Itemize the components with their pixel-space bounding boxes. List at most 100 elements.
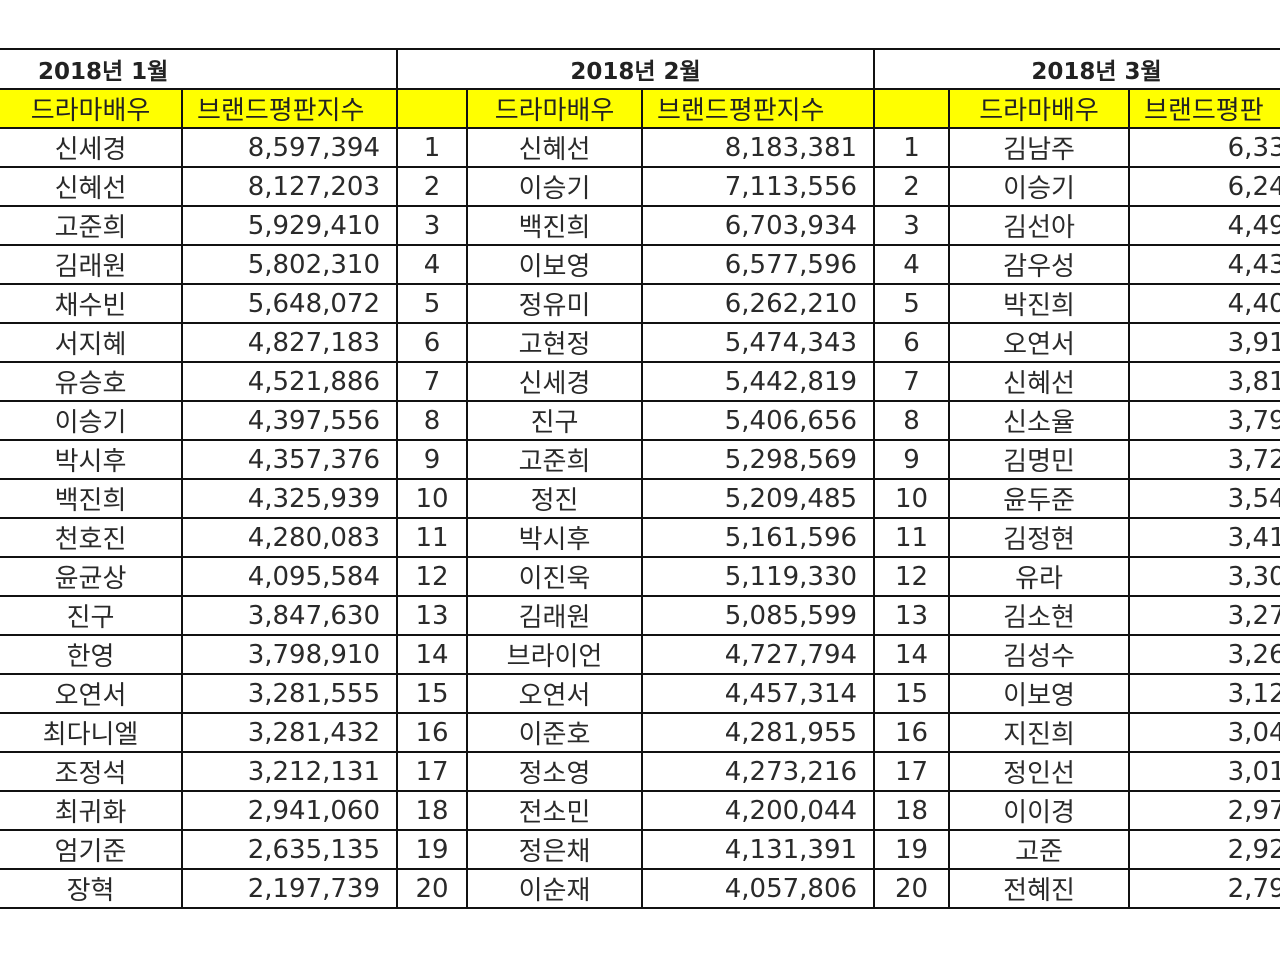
mar-name-cell: 김명민 [948, 439, 1131, 480]
header-index-feb: 브랜드평판지수 [641, 88, 876, 129]
feb-name-cell: 신세경 [466, 361, 644, 402]
jan-name-cell: 진구 [0, 595, 183, 636]
feb-name-cell: 이준호 [466, 712, 644, 753]
jan-name-cell: 장혁 [0, 868, 183, 909]
jan-value-cell: 3,798,910 [180, 634, 399, 675]
header-rank-feb [396, 88, 469, 129]
feb-value-cell: 6,577,596 [641, 244, 876, 285]
mar-name-cell: 이승기 [948, 166, 1131, 207]
mar-value-cell: 4,495 [1128, 205, 1280, 246]
mar-name-cell: 고준 [948, 829, 1131, 870]
feb-rank-cell: 2 [396, 166, 469, 207]
jan-name-cell: 신혜선 [0, 166, 183, 207]
jan-value-cell: 4,397,556 [180, 400, 399, 441]
month-label-feb: 2018년 2월 [396, 48, 876, 90]
feb-rank-cell: 10 [396, 478, 469, 519]
feb-rank-cell: 18 [396, 790, 469, 831]
feb-rank-cell: 11 [396, 517, 469, 558]
mar-value-cell: 3,304 [1128, 556, 1280, 597]
feb-value-cell: 4,273,216 [641, 751, 876, 792]
feb-value-cell: 4,131,391 [641, 829, 876, 870]
feb-value-cell: 7,113,556 [641, 166, 876, 207]
month-label-mar: 2018년 3월 [873, 48, 1280, 90]
jan-name-cell: 서지혜 [0, 322, 183, 363]
header-actor-jan: 드라마배우 [0, 88, 183, 129]
feb-name-cell: 이승기 [466, 166, 644, 207]
jan-name-cell: 조정석 [0, 751, 183, 792]
feb-rank-cell: 4 [396, 244, 469, 285]
mar-value-cell: 3,414 [1128, 517, 1280, 558]
mar-value-cell: 3,726 [1128, 439, 1280, 480]
jan-name-cell: 백진희 [0, 478, 183, 519]
header-actor-mar: 드라마배우 [948, 88, 1131, 129]
feb-value-cell: 4,727,794 [641, 634, 876, 675]
feb-rank-cell: 13 [396, 595, 469, 636]
mar-rank-cell: 14 [873, 634, 951, 675]
mar-value-cell: 3,812 [1128, 361, 1280, 402]
mar-rank-cell: 3 [873, 205, 951, 246]
feb-rank-cell: 7 [396, 361, 469, 402]
jan-name-cell: 신세경 [0, 127, 183, 168]
feb-value-cell: 5,085,599 [641, 595, 876, 636]
feb-name-cell: 정소영 [466, 751, 644, 792]
jan-name-cell: 엄기준 [0, 829, 183, 870]
feb-value-cell: 4,200,044 [641, 790, 876, 831]
mar-value-cell: 3,547 [1128, 478, 1280, 519]
feb-value-cell: 6,262,210 [641, 283, 876, 324]
feb-value-cell: 4,057,806 [641, 868, 876, 909]
feb-value-cell: 5,298,569 [641, 439, 876, 480]
feb-name-cell: 백진희 [466, 205, 644, 246]
feb-value-cell: 5,161,596 [641, 517, 876, 558]
feb-value-cell: 4,281,955 [641, 712, 876, 753]
feb-name-cell: 정유미 [466, 283, 644, 324]
feb-rank-cell: 12 [396, 556, 469, 597]
feb-rank-cell: 17 [396, 751, 469, 792]
mar-value-cell: 3,795 [1128, 400, 1280, 441]
feb-rank-cell: 9 [396, 439, 469, 480]
mar-rank-cell: 10 [873, 478, 951, 519]
feb-value-cell: 5,442,819 [641, 361, 876, 402]
mar-name-cell: 김정현 [948, 517, 1131, 558]
jan-value-cell: 4,280,083 [180, 517, 399, 558]
mar-name-cell: 정인선 [948, 751, 1131, 792]
mar-rank-cell: 7 [873, 361, 951, 402]
feb-name-cell: 정진 [466, 478, 644, 519]
feb-rank-cell: 1 [396, 127, 469, 168]
feb-rank-cell: 20 [396, 868, 469, 909]
brand-reputation-table: 2018년 1월 2018년 2월 2018년 3월 드라마배우 브랜드평판지수… [0, 48, 1280, 909]
jan-value-cell: 4,357,376 [180, 439, 399, 480]
mar-name-cell: 김남주 [948, 127, 1131, 168]
mar-value-cell: 6,336 [1128, 127, 1280, 168]
mar-value-cell: 6,241 [1128, 166, 1280, 207]
jan-value-cell: 4,095,584 [180, 556, 399, 597]
feb-rank-cell: 8 [396, 400, 469, 441]
mar-rank-cell: 15 [873, 673, 951, 714]
mar-rank-cell: 11 [873, 517, 951, 558]
header-index-mar: 브랜드평판 [1128, 88, 1280, 129]
mar-value-cell: 2,923 [1128, 829, 1280, 870]
mar-name-cell: 감우성 [948, 244, 1131, 285]
jan-name-cell: 윤균상 [0, 556, 183, 597]
feb-value-cell: 5,209,485 [641, 478, 876, 519]
jan-name-cell: 이승기 [0, 400, 183, 441]
mar-rank-cell: 6 [873, 322, 951, 363]
mar-name-cell: 김선아 [948, 205, 1131, 246]
mar-rank-cell: 13 [873, 595, 951, 636]
mar-rank-cell: 17 [873, 751, 951, 792]
feb-value-cell: 8,183,381 [641, 127, 876, 168]
jan-name-cell: 유승호 [0, 361, 183, 402]
feb-name-cell: 박시후 [466, 517, 644, 558]
header-index-jan: 브랜드평판지수 [180, 88, 399, 129]
mar-value-cell: 2,973 [1128, 790, 1280, 831]
feb-name-cell: 고준희 [466, 439, 644, 480]
